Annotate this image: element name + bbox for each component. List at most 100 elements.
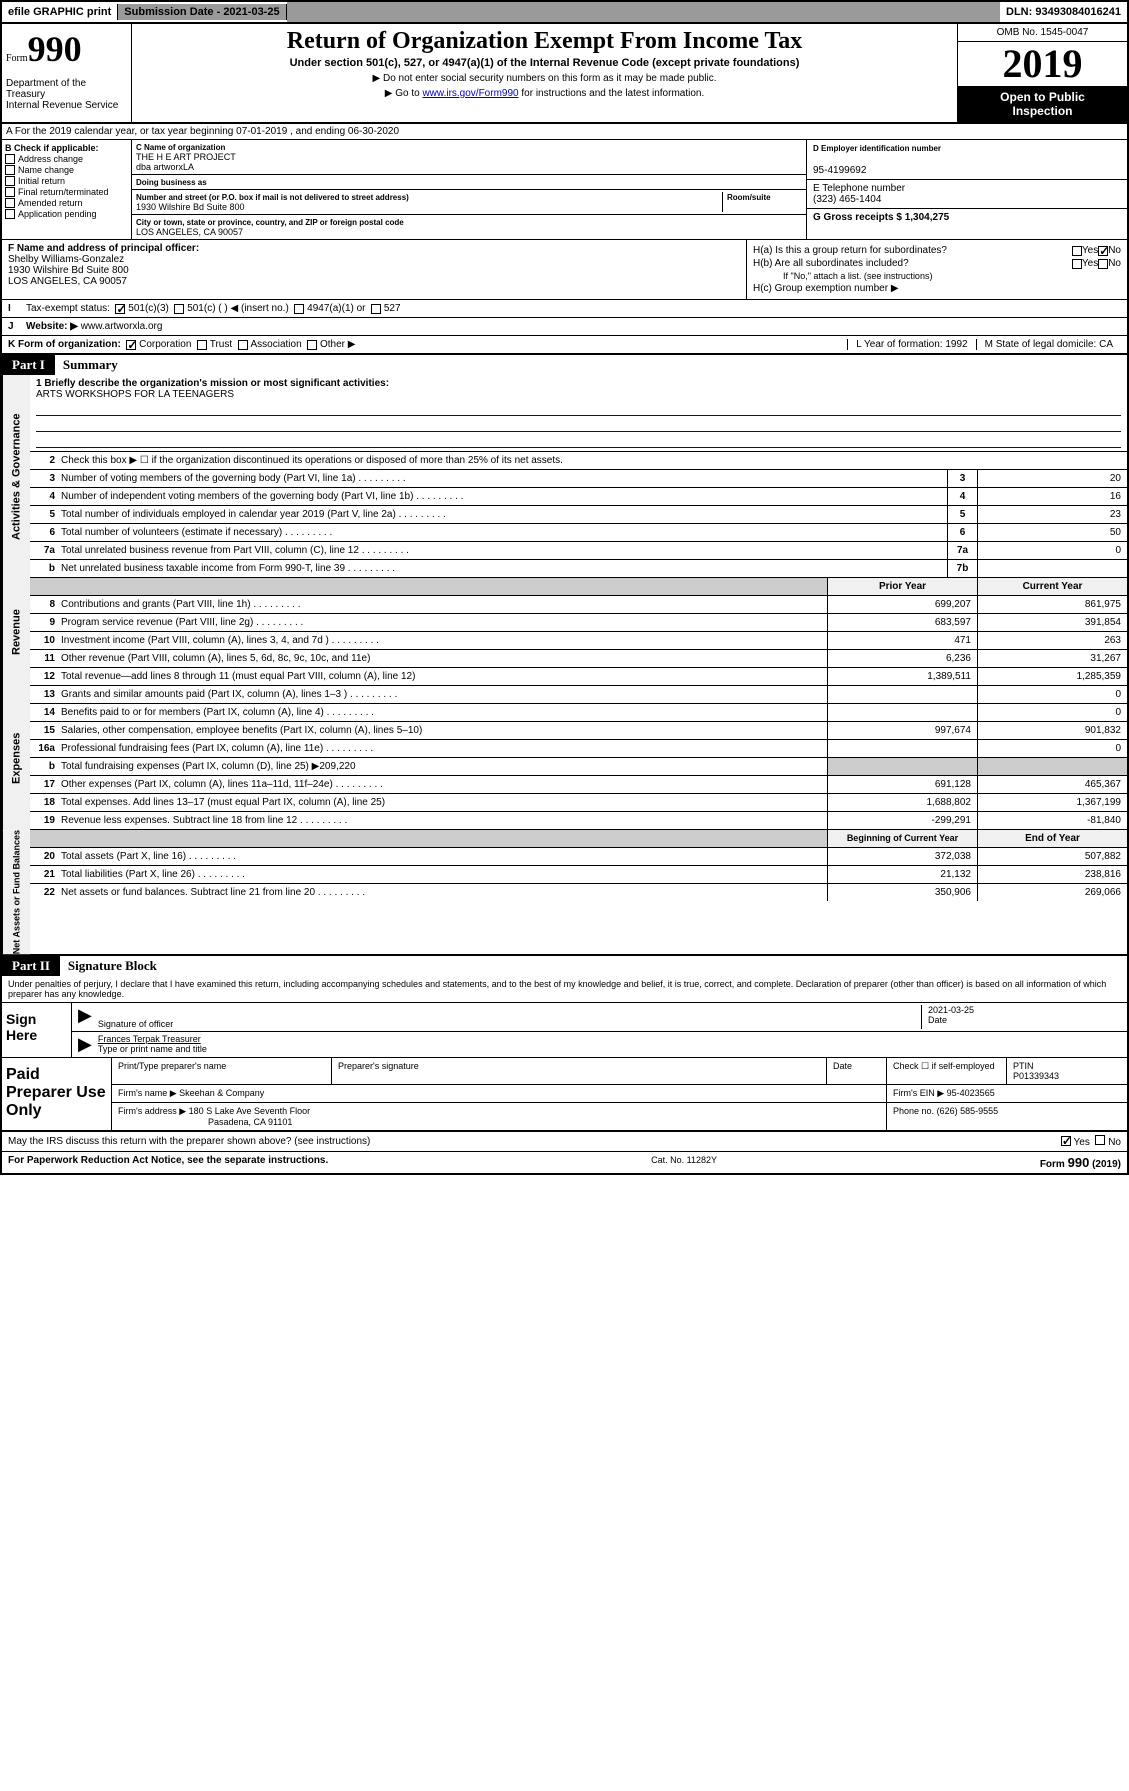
firm-phone: (626) 585-9555 — [937, 1106, 999, 1116]
chk-address[interactable] — [5, 154, 15, 164]
sig-declaration: Under penalties of perjury, I declare th… — [2, 976, 1127, 1002]
name-label: C Name of organization — [136, 143, 225, 152]
chk-assoc[interactable] — [238, 340, 248, 350]
firm-addr-label: Firm's address ▶ — [118, 1106, 186, 1116]
beg-year-hdr: Beginning of Current Year — [827, 830, 977, 847]
form-header: Form990 Department of the Treasury Inter… — [0, 24, 1129, 124]
line11: Other revenue (Part VIII, column (A), li… — [58, 650, 827, 667]
vert-exp: Expenses — [2, 686, 30, 830]
hb-no[interactable] — [1098, 259, 1108, 269]
chk-501c[interactable] — [174, 304, 184, 314]
hb-yes[interactable] — [1072, 259, 1082, 269]
irs-link[interactable]: www.irs.gov/Form990 — [422, 88, 518, 99]
line22-end: 269,066 — [977, 884, 1127, 901]
line6: Total number of volunteers (estimate if … — [58, 524, 947, 541]
line8-prior: 699,207 — [827, 596, 977, 613]
note-ssn: ▶ Do not enter social security numbers o… — [140, 73, 949, 84]
line12-curr: 1,285,359 — [977, 668, 1127, 685]
line16b-curr — [977, 758, 1127, 775]
chk-initial[interactable] — [5, 176, 15, 186]
discuss-question: May the IRS discuss this return with the… — [8, 1136, 370, 1147]
efile-label[interactable]: efile GRAPHIC print — [2, 4, 118, 20]
form-org-label: K Form of organization: — [8, 339, 121, 350]
note-link: ▶ Go to www.irs.gov/Form990 for instruct… — [140, 88, 949, 99]
line6-val: 50 — [977, 524, 1127, 541]
line10-curr: 263 — [977, 632, 1127, 649]
vert-gov: Activities & Governance — [2, 375, 30, 578]
city-label: City or town, state or province, country… — [136, 218, 404, 227]
line15: Salaries, other compensation, employee b… — [58, 722, 827, 739]
mission-answer: ARTS WORKSHOPS FOR LA TEENAGERS — [36, 389, 1121, 400]
line-k: K Form of organization: Corporation Trus… — [0, 336, 1129, 355]
line18-curr: 1,367,199 — [977, 794, 1127, 811]
line8: Contributions and grants (Part VIII, lin… — [58, 596, 827, 613]
chk-527[interactable] — [371, 304, 381, 314]
chk-final[interactable] — [5, 187, 15, 197]
line-a-text: A For the 2019 calendar year, or tax yea… — [6, 126, 399, 137]
hb-question: H(b) Are all subordinates included? — [753, 258, 1072, 269]
chk-amended[interactable] — [5, 198, 15, 208]
mission-q: 1 Briefly describe the organization's mi… — [36, 378, 1121, 389]
officer-row: F Name and address of principal officer:… — [0, 240, 1129, 300]
room-label: Room/suite — [727, 193, 771, 202]
firm-name: Skeehan & Company — [179, 1088, 264, 1098]
ha-no[interactable] — [1098, 246, 1108, 256]
discuss-yes[interactable] — [1061, 1136, 1071, 1146]
sig-officer-label: Signature of officer — [98, 1019, 173, 1029]
line7b-val — [977, 560, 1127, 577]
form-ref: Form 990 (2019) — [1040, 1155, 1121, 1170]
line16b: Total fundraising expenses (Part IX, col… — [58, 758, 827, 775]
chk-name[interactable] — [5, 165, 15, 175]
signature-block: Under penalties of perjury, I declare th… — [0, 976, 1129, 1132]
part1-title: Summary — [55, 355, 1127, 375]
part2-title: Signature Block — [60, 956, 1127, 976]
part1-tab: Part I — [2, 355, 55, 375]
line9: Program service revenue (Part VIII, line… — [58, 614, 827, 631]
website-url: www.artworxla.org — [81, 321, 163, 332]
line5: Total number of individuals employed in … — [58, 506, 947, 523]
firm-name-label: Firm's name ▶ — [118, 1088, 177, 1098]
sig-date: 2021-03-25 — [928, 1005, 974, 1015]
firm-addr: 180 S Lake Ave Seventh Floor — [189, 1106, 310, 1116]
chk-trust[interactable] — [197, 340, 207, 350]
ein: 95-4199692 — [813, 165, 866, 176]
chk-4947[interactable] — [294, 304, 304, 314]
end-year-hdr: End of Year — [977, 830, 1127, 847]
form-subtitle: Under section 501(c), 527, or 4947(a)(1)… — [140, 57, 949, 69]
line15-prior: 997,674 — [827, 722, 977, 739]
line-a: A For the 2019 calendar year, or tax yea… — [0, 124, 1129, 140]
ha-yes[interactable] — [1072, 246, 1082, 256]
ptin: P01339343 — [1013, 1071, 1059, 1081]
firm-city: Pasadena, CA 91101 — [118, 1117, 292, 1127]
chk-corp[interactable] — [126, 340, 136, 350]
col-h: H(a) Is this a group return for subordin… — [747, 240, 1127, 299]
line16b-prior — [827, 758, 977, 775]
paid-header: Paid Preparer Use Only — [2, 1058, 112, 1130]
website-label: Website: ▶ — [26, 321, 78, 332]
line16a: Professional fundraising fees (Part IX, … — [58, 740, 827, 757]
city-state-zip: LOS ANGELES, CA 90057 — [136, 227, 243, 237]
ptin-label: PTIN — [1013, 1061, 1034, 1071]
line21-beg: 21,132 — [827, 866, 977, 883]
line5-val: 23 — [977, 506, 1127, 523]
chk-pending[interactable] — [5, 209, 15, 219]
chk-501c3[interactable] — [115, 304, 125, 314]
dba-label: Doing business as — [136, 178, 207, 187]
line17-prior: 691,128 — [827, 776, 977, 793]
chk-other[interactable] — [307, 340, 317, 350]
line11-curr: 31,267 — [977, 650, 1127, 667]
line21: Total liabilities (Part X, line 26) — [58, 866, 827, 883]
telephone: (323) 465-1404 — [813, 194, 881, 205]
line16a-prior — [827, 740, 977, 757]
col-de: D Employer identification number95-41996… — [807, 140, 1127, 239]
line14-curr: 0 — [977, 704, 1127, 721]
line13: Grants and similar amounts paid (Part IX… — [58, 686, 827, 703]
line14-prior — [827, 704, 977, 721]
top-bar: efile GRAPHIC print Submission Date - 20… — [0, 0, 1129, 24]
line19-prior: -299,291 — [827, 812, 977, 829]
tel-label: E Telephone number — [813, 183, 905, 194]
cat-no: Cat. No. 11282Y — [328, 1155, 1040, 1170]
year-formation: L Year of formation: 1992 — [847, 339, 975, 350]
discuss-no[interactable] — [1095, 1135, 1105, 1145]
line22: Net assets or fund balances. Subtract li… — [58, 884, 827, 901]
